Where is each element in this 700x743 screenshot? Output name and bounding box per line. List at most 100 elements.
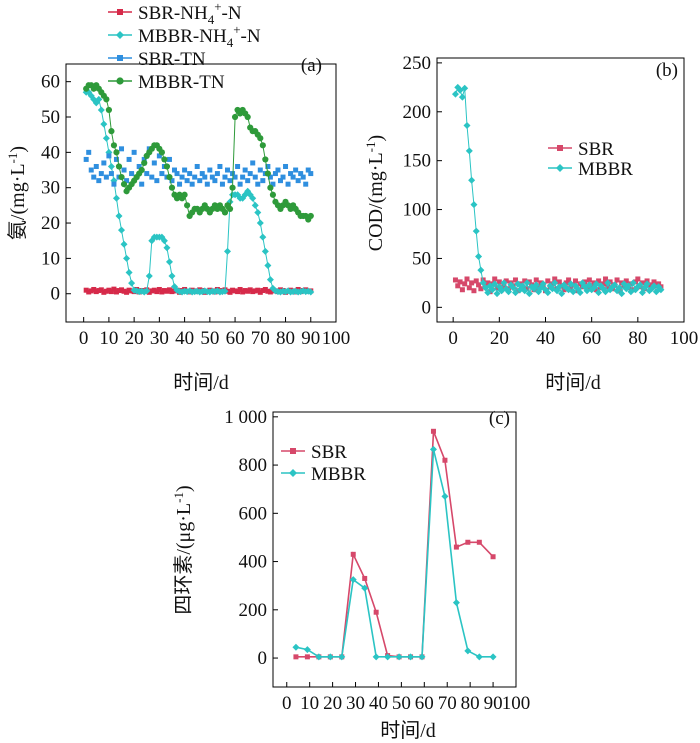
data-point xyxy=(119,287,125,293)
data-point xyxy=(265,288,271,294)
data-point xyxy=(179,174,185,180)
data-point xyxy=(177,181,183,187)
data-point xyxy=(237,286,243,292)
data-point xyxy=(126,156,132,162)
data-point xyxy=(166,287,172,293)
data-point xyxy=(290,174,296,180)
data-point xyxy=(227,289,233,295)
data-point xyxy=(149,174,155,180)
legend-item: SBR xyxy=(548,139,614,160)
data-point xyxy=(478,286,484,292)
x-tick-label: 0 xyxy=(448,328,458,349)
data-point xyxy=(485,280,491,286)
data-point xyxy=(283,163,289,169)
data-point xyxy=(500,279,508,287)
data-point xyxy=(163,163,171,170)
data-point xyxy=(146,289,152,295)
data-point xyxy=(97,106,105,114)
legend-swatch-marker xyxy=(117,55,123,61)
data-point xyxy=(192,174,198,180)
x-tick-label: 50 xyxy=(392,693,411,714)
legend-label: MBBR xyxy=(311,464,366,485)
data-point xyxy=(113,149,120,156)
data-point xyxy=(569,288,577,296)
data-point xyxy=(98,287,104,293)
y-tick-label: 100 xyxy=(403,200,432,221)
data-point xyxy=(128,279,136,287)
legend-label: MBBR-TN xyxy=(138,72,225,93)
x-tick-label: 20 xyxy=(125,328,144,349)
data-point xyxy=(288,171,294,177)
x-tick-label: 60 xyxy=(226,328,245,349)
data-point xyxy=(108,171,114,177)
data-point xyxy=(490,554,496,560)
data-point xyxy=(361,584,369,592)
data-point xyxy=(556,279,562,285)
data-point xyxy=(275,167,281,173)
y-tick-label: 200 xyxy=(239,600,268,621)
data-point xyxy=(229,184,236,191)
x-tick-label: 40 xyxy=(536,328,555,349)
data-point xyxy=(118,173,125,181)
y-tick-label: 30 xyxy=(41,178,60,199)
data-point xyxy=(479,279,487,287)
data-point xyxy=(254,208,262,216)
data-point xyxy=(141,159,148,167)
data-point xyxy=(300,174,306,180)
data-point xyxy=(270,181,276,187)
data-point xyxy=(120,240,128,248)
data-point xyxy=(138,166,145,174)
data-point xyxy=(452,599,460,607)
legend-swatch-marker xyxy=(116,31,124,39)
panel-a-y-axis-title-text: 氨/(mg·L-1) xyxy=(5,146,29,240)
data-point xyxy=(250,289,256,295)
data-point xyxy=(257,167,263,173)
data-point xyxy=(93,289,99,295)
data-point xyxy=(593,287,599,293)
data-point xyxy=(204,181,210,187)
data-point xyxy=(308,171,314,177)
data-point xyxy=(108,289,114,295)
y-tick-label: 50 xyxy=(41,107,60,128)
data-point xyxy=(459,287,465,293)
data-point xyxy=(251,201,259,209)
panel-b-y-axis-title-text: COD/(mg·L-1) xyxy=(363,135,387,251)
data-point xyxy=(86,289,92,295)
data-point xyxy=(102,134,110,142)
data-point xyxy=(563,280,569,286)
data-point xyxy=(207,167,213,173)
data-point xyxy=(154,289,160,295)
data-point xyxy=(214,171,220,177)
panel-b-x-axis-title: 时间/d xyxy=(545,371,601,394)
data-point xyxy=(267,174,273,180)
legend-label: SBR xyxy=(578,139,614,160)
data-point xyxy=(96,288,102,294)
data-point xyxy=(259,142,266,149)
data-point xyxy=(455,283,461,289)
data-point xyxy=(285,181,291,187)
data-point xyxy=(395,653,403,661)
data-point xyxy=(217,163,223,169)
panel-c-plot-frame xyxy=(272,411,517,688)
y-tick-label: 0 xyxy=(258,648,268,669)
legend-item: SBR-TN xyxy=(108,49,206,70)
data-point xyxy=(112,194,120,202)
data-point xyxy=(505,288,513,296)
y-tick-label: 60 xyxy=(41,72,60,93)
panel-a-label: (a) xyxy=(301,55,322,76)
data-point xyxy=(372,653,380,661)
data-point xyxy=(635,276,641,282)
data-point xyxy=(583,287,591,295)
data-point xyxy=(221,209,229,216)
data-point xyxy=(223,247,231,255)
y-tick-label: 40 xyxy=(41,142,60,163)
data-point xyxy=(451,90,459,98)
data-point xyxy=(458,93,466,101)
data-point xyxy=(221,287,229,295)
x-tick-label: 60 xyxy=(415,693,434,714)
data-point xyxy=(101,160,107,166)
data-point xyxy=(159,171,165,177)
series-line xyxy=(86,91,311,293)
data-point xyxy=(586,277,592,283)
